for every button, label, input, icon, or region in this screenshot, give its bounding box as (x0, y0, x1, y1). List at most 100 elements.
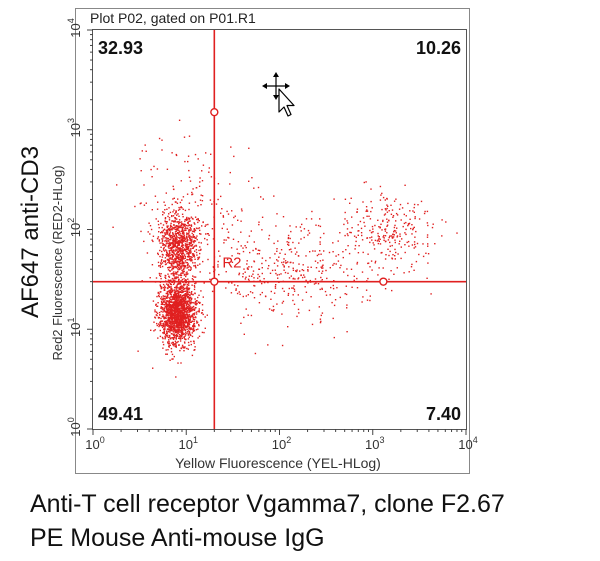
data-point (369, 241, 371, 244)
data-point (177, 254, 179, 256)
data-point (177, 319, 179, 321)
data-point (194, 250, 196, 252)
data-point (427, 243, 429, 245)
data-point (257, 186, 260, 189)
data-point (177, 268, 179, 270)
data-point (170, 237, 172, 239)
data-point (187, 264, 189, 266)
data-point (169, 334, 171, 337)
data-point (177, 322, 180, 324)
data-point (187, 245, 190, 248)
data-point (392, 237, 394, 239)
data-point (386, 225, 388, 227)
gate-handle-right[interactable] (379, 277, 388, 286)
data-point (186, 328, 188, 330)
data-point (176, 298, 178, 300)
data-point (182, 249, 184, 251)
data-point (413, 203, 416, 206)
data-point (163, 322, 165, 325)
data-point (346, 307, 348, 309)
data-point (384, 213, 387, 215)
data-point (187, 303, 190, 306)
data-point (145, 150, 147, 152)
data-point (233, 284, 236, 286)
data-point (161, 303, 163, 305)
data-point (410, 266, 413, 268)
data-point (170, 262, 172, 265)
data-point (293, 285, 295, 287)
data-point (176, 334, 178, 336)
data-point (210, 153, 212, 155)
data-point (188, 300, 190, 303)
data-point (194, 240, 197, 242)
data-point (194, 292, 196, 295)
data-point (373, 244, 375, 246)
gate-handle-center[interactable] (210, 277, 219, 286)
data-point (329, 294, 331, 296)
data-point (357, 224, 359, 226)
data-point (284, 253, 286, 255)
data-point (278, 256, 280, 258)
data-point (168, 275, 170, 277)
data-point (172, 215, 175, 217)
data-point (188, 316, 191, 318)
data-point (170, 310, 173, 313)
quadrant-gate[interactable]: R2 (93, 30, 466, 429)
data-point (262, 198, 264, 200)
data-point (245, 308, 247, 310)
data-point (183, 270, 185, 273)
data-point (183, 288, 186, 290)
data-point (179, 340, 182, 342)
data-point (184, 335, 186, 337)
data-point (261, 291, 263, 294)
data-point (187, 314, 189, 316)
data-point (167, 231, 169, 233)
data-point (192, 235, 194, 237)
gate-handle-top[interactable] (210, 107, 219, 117)
data-point (384, 288, 387, 290)
data-point (169, 252, 171, 254)
data-point (178, 330, 180, 332)
data-point (182, 290, 185, 292)
data-point (173, 209, 175, 211)
data-point (172, 315, 175, 317)
data-point (257, 277, 259, 279)
data-point (163, 328, 165, 331)
data-point (174, 330, 177, 333)
data-point (348, 252, 351, 255)
data-point (175, 301, 177, 303)
data-point (186, 295, 188, 297)
data-point (164, 232, 166, 234)
data-point (188, 255, 190, 257)
data-point (178, 222, 180, 224)
data-point (139, 158, 141, 160)
data-point (407, 224, 409, 227)
data-point (171, 256, 174, 258)
data-point (162, 211, 164, 213)
data-point (180, 315, 182, 317)
data-point (253, 241, 255, 243)
data-point (389, 241, 391, 244)
data-point (184, 315, 187, 318)
data-point (177, 276, 179, 278)
data-point (251, 177, 253, 179)
data-point (186, 253, 188, 255)
data-point (184, 260, 187, 262)
data-point (163, 235, 165, 237)
data-point (189, 237, 191, 240)
data-point (179, 304, 182, 306)
data-point (190, 293, 193, 295)
data-point (179, 259, 182, 261)
data-point (171, 337, 173, 339)
data-point (258, 221, 260, 223)
data-point (181, 306, 183, 309)
data-point (287, 243, 289, 246)
data-point (172, 295, 175, 298)
data-point (173, 266, 175, 268)
data-point (194, 276, 197, 278)
data-point (156, 237, 159, 240)
data-point (176, 320, 179, 322)
data-point (310, 266, 312, 268)
data-point (369, 218, 372, 220)
data-point (181, 302, 183, 304)
